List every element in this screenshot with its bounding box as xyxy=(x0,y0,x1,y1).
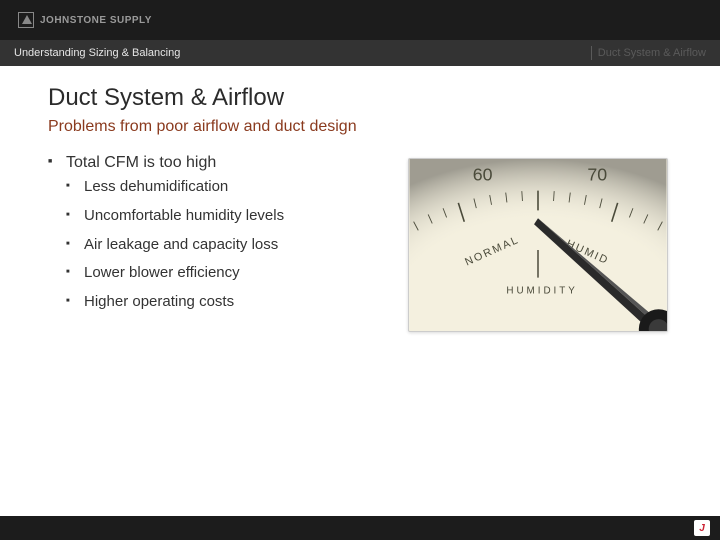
breadcrumb-left: Understanding Sizing & Balancing xyxy=(14,47,180,59)
content-area: Duct System & Airflow Problems from poor… xyxy=(0,66,720,332)
sub-bullet: Air leakage and capacity loss xyxy=(66,236,388,255)
sub-bullet: Uncomfortable humidity levels xyxy=(66,207,388,226)
footer-logo-icon: J xyxy=(694,520,710,536)
body-row: Total CFM is too high Less dehumidificat… xyxy=(48,154,672,332)
image-column: 60 70 NORMAL HUMID HUMIDITY xyxy=(408,154,672,332)
sub-bullet: Less dehumidification xyxy=(66,178,388,197)
sub-bullet: Higher operating costs xyxy=(66,293,388,312)
slide: JOHNSTONE SUPPLY Understanding Sizing & … xyxy=(0,0,720,540)
text-column: Total CFM is too high Less dehumidificat… xyxy=(48,154,388,332)
page-subtitle: Problems from poor airflow and duct desi… xyxy=(48,118,672,136)
breadcrumb-right: Duct System & Airflow xyxy=(591,46,706,60)
logo-mark-icon xyxy=(18,12,34,28)
bullet-list: Total CFM is too high Less dehumidificat… xyxy=(48,154,388,312)
page-title: Duct System & Airflow xyxy=(48,84,672,112)
sub-bullet: Lower blower efficiency xyxy=(66,264,388,283)
gauge-label-humidity: HUMIDITY xyxy=(506,285,577,296)
gauge-svg: 60 70 NORMAL HUMID HUMIDITY xyxy=(409,159,667,331)
gauge-num-70: 70 xyxy=(587,165,607,185)
brand-name: JOHNSTONE SUPPLY xyxy=(40,15,152,26)
breadcrumb-right-text: Duct System & Airflow xyxy=(598,47,706,59)
humidity-gauge-image: 60 70 NORMAL HUMID HUMIDITY xyxy=(408,158,668,332)
sub-header-bar: Understanding Sizing & Balancing Duct Sy… xyxy=(0,40,720,66)
sub-bullet-list: Less dehumidification Uncomfortable humi… xyxy=(66,178,388,312)
footer-bar: J xyxy=(0,516,720,540)
gauge-num-60: 60 xyxy=(473,165,493,185)
top-bar: JOHNSTONE SUPPLY xyxy=(0,0,720,40)
divider-icon xyxy=(591,46,592,60)
brand-logo: JOHNSTONE SUPPLY xyxy=(18,12,152,28)
bullet-main-text: Total CFM is too high xyxy=(66,154,216,171)
bullet-main: Total CFM is too high Less dehumidificat… xyxy=(48,154,388,312)
